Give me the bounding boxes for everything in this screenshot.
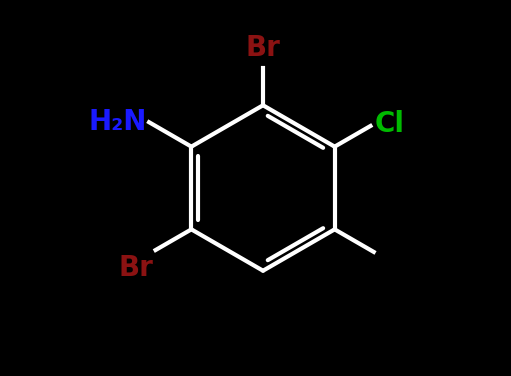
Text: H₂N: H₂N xyxy=(89,108,147,136)
Text: Br: Br xyxy=(246,34,281,62)
Text: Cl: Cl xyxy=(374,110,404,138)
Text: Br: Br xyxy=(119,254,154,282)
